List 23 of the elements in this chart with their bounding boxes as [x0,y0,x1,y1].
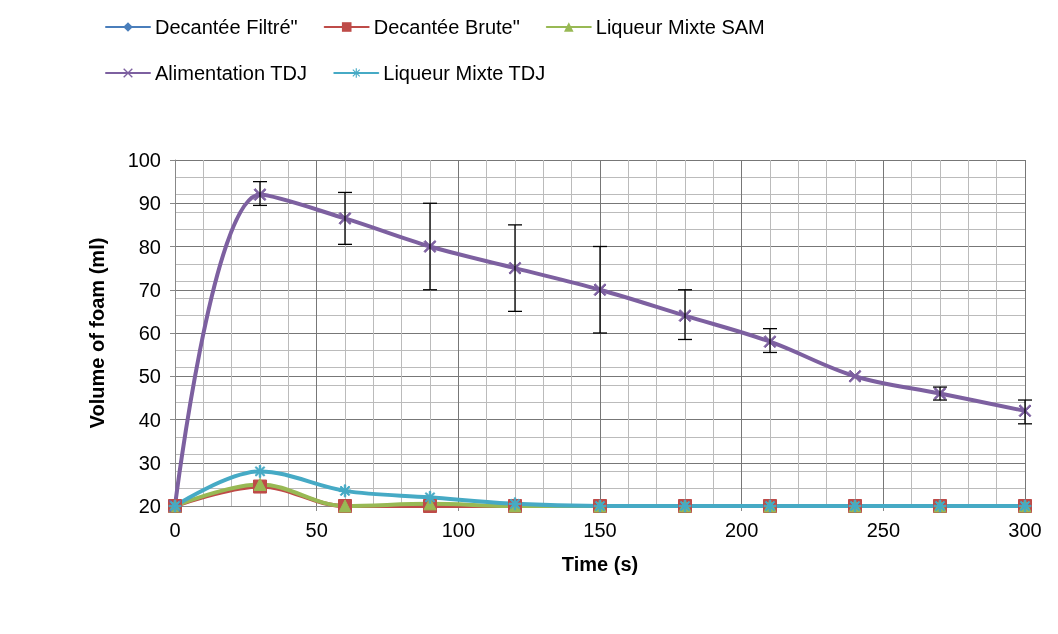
x-tick-label: 50 [305,519,328,541]
y-tick-label: 70 [138,278,161,301]
x-tick-label: 250 [866,519,901,541]
y-tick-label: 60 [138,322,161,344]
x-tick-label: 300 [1008,519,1042,541]
legend-label: Liqueur Mixte SAM [595,16,765,38]
x-tick-label: 0 [169,519,181,541]
y-axis-title: Volume of foam (ml) [86,237,108,429]
y-tick-label: 50 [138,365,161,388]
legend-label: Decantée Filtré" [155,16,298,38]
y-tick-label: 20 [138,495,161,517]
legend-label: Liqueur Mixte TDJ [383,62,546,84]
y-tick-label: 90 [138,192,161,215]
y-tick-label: 80 [138,235,161,258]
y-tick-label: 40 [138,408,161,431]
x-tick-label: 200 [724,519,759,541]
x-tick-label: 150 [583,519,617,541]
y-tick-label: 30 [138,451,161,474]
legend-label: Alimentation TDJ [155,62,307,84]
y-tick-label: 100 [127,149,161,171]
legend-label: Decantée Brute" [373,16,520,38]
x-tick-label: 100 [441,519,476,541]
x-axis-title: Time (s) [561,553,639,575]
